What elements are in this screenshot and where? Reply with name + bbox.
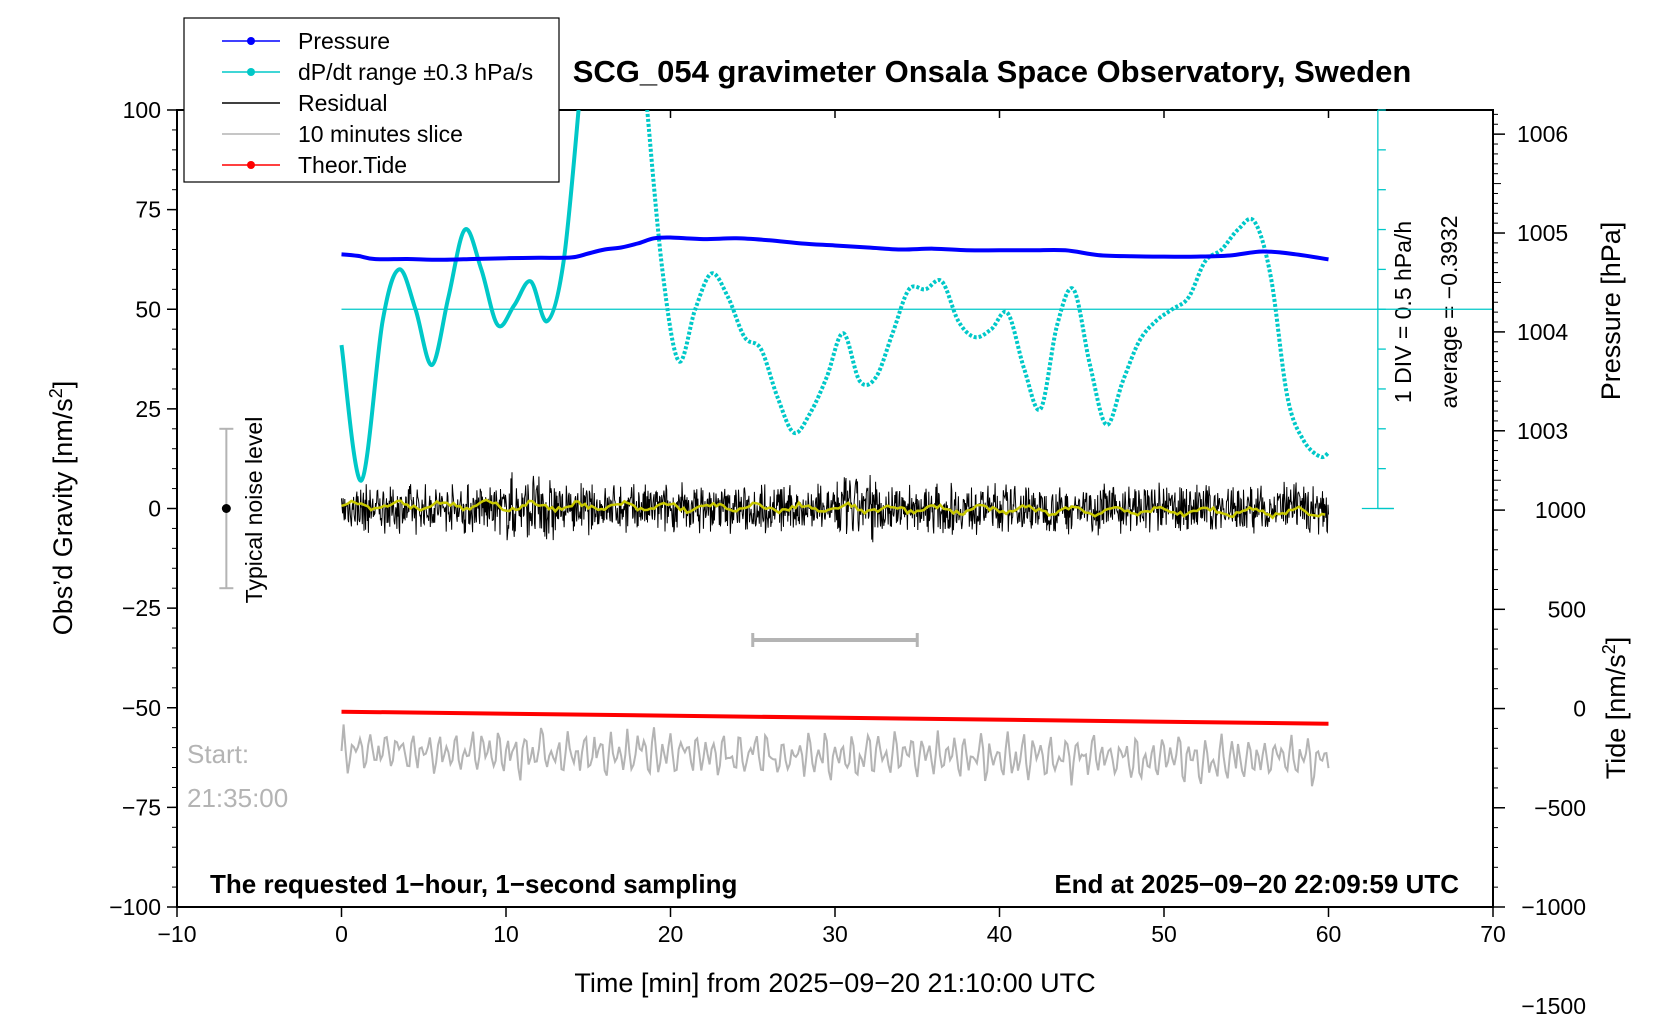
y-tick-label: 100: [123, 97, 161, 123]
tide-tick-label: 1000: [1535, 497, 1586, 523]
y-tick-label: −25: [122, 595, 161, 621]
tide-tick-label: 500: [1548, 596, 1586, 622]
x-tick-label: 60: [1316, 921, 1342, 947]
x-axis-label: Time [min] from 2025−09−20 21:10:00 UTC: [574, 968, 1095, 998]
dpdt-average-label: average = −0.3932: [1436, 215, 1462, 408]
y-tick-label: −75: [122, 794, 161, 820]
data-series: [339, 110, 1330, 787]
y-axis-label-left: Obs’d Gravity [nm/s2]: [46, 381, 78, 636]
x-tick-label: 50: [1151, 921, 1177, 947]
legend: Pressure dP/dt range ±0.3 hPa/s Residual 10…: [183, 17, 560, 183]
legend-box: [183, 17, 560, 183]
legend-label: Pressure: [298, 28, 390, 54]
dpdt-series-line: [339, 110, 581, 483]
dpdt-series-line-steep: [645, 110, 1330, 460]
start-label: Start:: [187, 739, 249, 769]
legend-label: Theor.Tide: [298, 152, 407, 178]
slice-series-line: [340, 724, 1330, 787]
tide-tick-label: 0: [1573, 696, 1586, 722]
y-tick-label: −50: [122, 695, 161, 721]
guide-lines: [219, 109, 1492, 648]
x-tick-label: 40: [987, 921, 1013, 947]
tide-tick-label: −1500: [1521, 993, 1586, 1019]
noise-level-label: Typical noise level: [241, 417, 267, 604]
pressure-tick-label: 1004: [1517, 319, 1568, 345]
dpdt-div-label: 1 DIV = 0.5 hPa/h: [1390, 221, 1416, 403]
legend-marker: [247, 68, 255, 76]
y-tick-label: 75: [135, 197, 161, 223]
pressure-tick-label: 1003: [1517, 418, 1568, 444]
start-time: 21:35:00: [187, 783, 288, 813]
y-tick-label: −100: [109, 894, 161, 920]
legend-label: Residual: [298, 90, 388, 116]
bottom-left-note: The requested 1−hour, 1−second sampling: [210, 869, 737, 899]
residual-smoothed-line: [341, 498, 1326, 520]
tide-tick-label: −1000: [1521, 894, 1586, 920]
x-tick-label: 70: [1480, 921, 1506, 947]
y-tick-label: 50: [135, 296, 161, 322]
bottom-right-note: End at 2025−09−20 22:09:59 UTC: [1054, 869, 1459, 899]
pressure-series-line: [341, 235, 1329, 262]
residual-series-line: [341, 472, 1329, 543]
noise-level-point: [221, 504, 231, 513]
y-tick-label: 0: [148, 496, 161, 522]
y-axis-label-pressure: Pressure [hPa]: [1596, 222, 1626, 401]
legend-label: dP/dt range ±0.3 hPa/s: [298, 59, 533, 85]
tide-series-line: [341, 709, 1329, 726]
x-tick-label: −10: [157, 921, 196, 947]
y-axis-label-tide: Tide [nm/s2]: [1599, 637, 1631, 780]
y-tick-label: 25: [135, 396, 161, 422]
x-tick-label: 0: [335, 921, 348, 947]
legend-marker: [247, 37, 255, 45]
legend-label: 10 minutes slice: [298, 121, 463, 147]
tide-tick-label: −500: [1534, 795, 1586, 821]
pressure-tick-label: 1006: [1517, 121, 1568, 147]
x-tick-label: 20: [658, 921, 684, 947]
x-tick-label: 10: [493, 921, 519, 947]
legend-marker: [247, 161, 255, 169]
axis-ticks: −10 0 10 20 30 40 50 60 70−100−75−50−25025507510…: [109, 97, 1586, 1019]
chart-title: SCG_054 gravimeter Onsala Space Observat…: [573, 54, 1412, 89]
pressure-tick-label: 1005: [1517, 220, 1568, 246]
x-tick-label: 30: [822, 921, 848, 947]
